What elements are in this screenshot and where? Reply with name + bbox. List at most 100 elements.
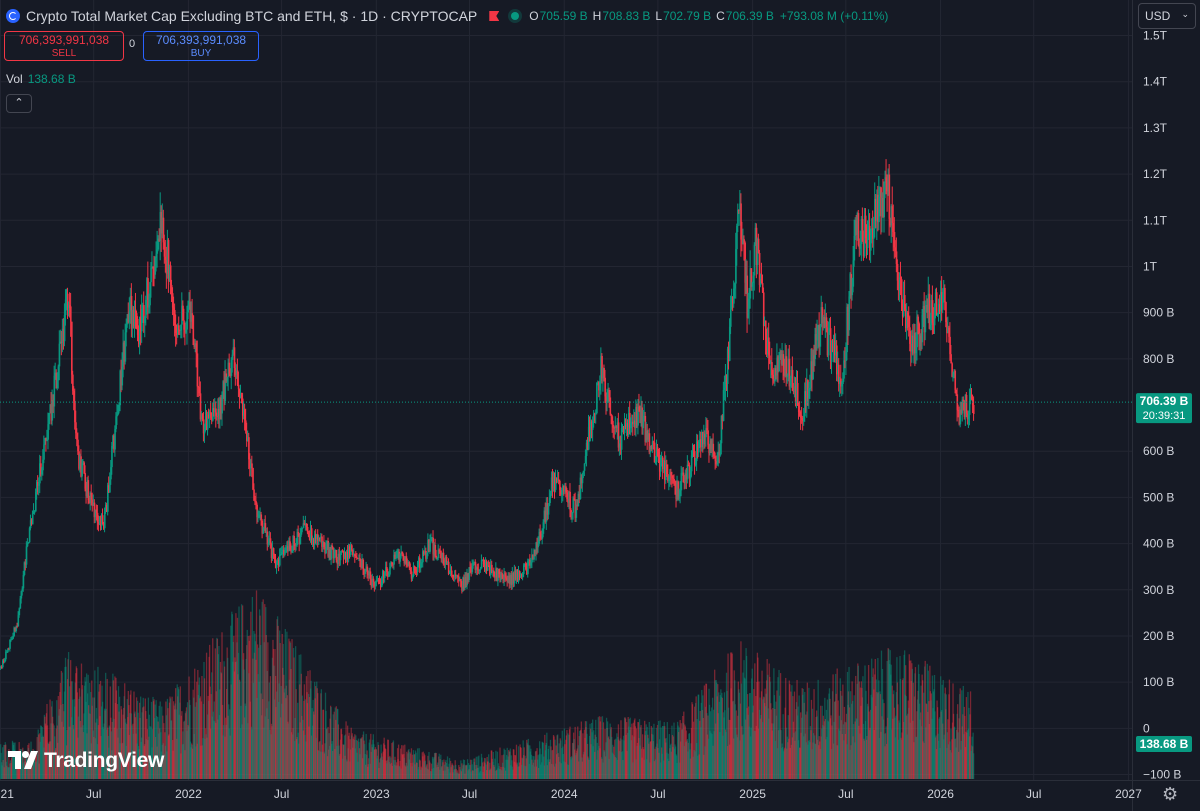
volume-bar [400, 748, 402, 779]
candle-body [938, 304, 941, 312]
volume-bar [792, 696, 794, 779]
candle-body [708, 444, 710, 454]
candle-body [890, 206, 893, 226]
volume-bar [437, 767, 439, 779]
volume-bar [100, 736, 102, 779]
volume-bar [501, 762, 504, 779]
candle-body [314, 534, 316, 545]
volume-bar [300, 673, 302, 779]
candle-body [295, 544, 298, 547]
candle-body [734, 283, 736, 289]
volume-bar [345, 759, 348, 779]
tradingview-logo[interactable]: TradingView [8, 749, 164, 773]
volume-bar [701, 710, 703, 779]
volume-bar [500, 770, 503, 779]
volume-bar [248, 640, 250, 779]
candle-body [803, 416, 805, 422]
volume-bar [220, 672, 222, 779]
candle-body [60, 341, 63, 344]
volume-bar [194, 668, 196, 779]
volume-bar [72, 724, 74, 779]
volume-bar [899, 655, 901, 779]
volume-bar [205, 734, 207, 779]
candle-body [571, 512, 574, 515]
volume-bar [13, 742, 15, 779]
volume-bar [860, 705, 862, 779]
flag-icon[interactable] [489, 11, 500, 21]
candle-body [885, 177, 888, 181]
candle-body [652, 441, 655, 443]
candle-body [297, 532, 300, 534]
bar-countdown: 20:39:31 [1143, 410, 1186, 422]
volume-bar [274, 649, 276, 779]
volume-bar [259, 615, 261, 779]
candle-body [28, 528, 31, 543]
volume-bar [50, 723, 52, 779]
volume-bar [473, 758, 475, 779]
volume-bar [492, 761, 494, 779]
volume-bar [416, 748, 419, 779]
volume-bar [650, 741, 652, 779]
volume-bar [392, 740, 395, 779]
y-tick-label: 400 B [1143, 537, 1174, 551]
volume-bar [145, 711, 147, 779]
volume-bar [673, 722, 675, 779]
buy-button[interactable]: 706,393,991,038 BUY [143, 31, 259, 61]
volume-bar [821, 705, 823, 779]
volume-bar [99, 680, 102, 779]
volume-bar [437, 762, 439, 779]
volume-bar [231, 611, 233, 779]
volume-bar [726, 691, 728, 779]
candle-body [399, 554, 402, 562]
volume-bar [787, 742, 789, 779]
candle-body [837, 364, 839, 375]
candle-body [792, 390, 795, 393]
volume-bar [61, 672, 64, 779]
volume-bar [924, 666, 926, 779]
candle-body [844, 360, 846, 362]
candle-body [448, 572, 451, 574]
volume-bar [949, 750, 952, 779]
volume-bar [52, 723, 54, 779]
sell-button[interactable]: 706,393,991,038 SELL [4, 31, 124, 61]
volume-bar [42, 736, 45, 779]
volume-bar [200, 745, 202, 779]
volume-bar [685, 742, 687, 779]
volume-bar [453, 765, 455, 779]
volume-bar [875, 706, 877, 779]
candle-body [443, 563, 446, 565]
volume-bar [583, 729, 586, 779]
candle-body [969, 394, 972, 401]
volume-bar [111, 721, 114, 779]
candle-body [737, 209, 739, 226]
volume-bar [449, 760, 452, 779]
volume-bar [30, 757, 33, 779]
volume-bar [316, 688, 318, 779]
volume-bar [758, 681, 760, 779]
volume-bar [763, 697, 765, 779]
volume-bar [41, 737, 43, 779]
volume-bar [661, 753, 663, 779]
candle-body [124, 332, 127, 362]
volume-bar [612, 753, 614, 779]
volume-bar [882, 719, 885, 779]
candle-body [191, 313, 194, 316]
symbol-title[interactable]: Crypto Total Market Cap Excluding BTC an… [26, 8, 478, 24]
volume-bar [867, 664, 870, 779]
volume-bar [12, 744, 15, 779]
candle-body [601, 355, 603, 379]
volume-bar [262, 599, 264, 779]
volume-bar [261, 715, 263, 779]
volume-bar [399, 760, 401, 779]
volume-bar [544, 750, 546, 779]
gear-icon[interactable]: ⚙ [1162, 784, 1179, 804]
volume-bar [541, 762, 543, 779]
currency-selector[interactable]: USD ⌄ [1138, 3, 1196, 29]
collapse-legend-button[interactable]: ⌃ [6, 94, 32, 113]
volume-bar [752, 705, 754, 779]
volume-bar [642, 749, 645, 779]
candle-body [522, 573, 524, 577]
candle-body [647, 433, 650, 440]
volume-bar [449, 772, 451, 779]
